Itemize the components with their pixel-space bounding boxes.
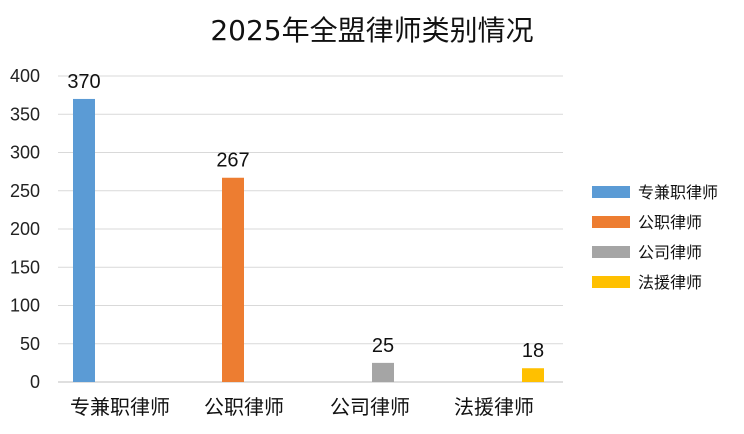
data-label: 370 — [67, 71, 100, 93]
grid-lines — [58, 75, 563, 383]
y-tick-label: 100 — [10, 296, 40, 316]
y-axis-ticks: 0 50 100 150 200 250 300 350 400 — [10, 66, 40, 392]
legend-swatch — [592, 186, 630, 198]
legend-label: 专兼职律师 — [638, 183, 718, 202]
x-axis-categories: 专兼职律师 公职律师 公司律师 法援律师 — [70, 395, 534, 419]
legend-swatch — [592, 246, 630, 258]
y-tick-label: 0 — [30, 372, 40, 392]
x-category-label: 公职律师 — [204, 395, 284, 419]
data-label: 25 — [372, 335, 394, 357]
bar-1 — [73, 98, 95, 382]
legend-label: 公职律师 — [638, 213, 702, 232]
data-label: 18 — [522, 340, 544, 362]
legend-swatch — [592, 216, 630, 228]
bars — [73, 98, 544, 382]
y-tick-label: 300 — [10, 143, 40, 163]
legend-label: 公司律师 — [638, 243, 702, 262]
y-tick-label: 200 — [10, 219, 40, 239]
bar-2 — [222, 177, 244, 382]
data-labels: 370 267 25 18 — [67, 71, 544, 362]
legend-label: 法援律师 — [638, 273, 702, 292]
bar-4 — [522, 368, 544, 382]
x-category-label: 公司律师 — [330, 395, 410, 419]
chart-title: 2025年全盟律师类别情况 — [210, 14, 533, 47]
legend-swatch — [592, 276, 630, 288]
x-category-label: 法援律师 — [454, 395, 534, 419]
x-category-label: 专兼职律师 — [70, 395, 170, 419]
y-tick-label: 250 — [10, 181, 40, 201]
y-tick-label: 350 — [10, 104, 40, 124]
bar-3 — [372, 362, 394, 382]
data-label: 267 — [216, 150, 249, 172]
y-tick-label: 50 — [20, 334, 40, 354]
y-tick-label: 400 — [10, 66, 40, 86]
y-tick-label: 150 — [10, 257, 40, 277]
